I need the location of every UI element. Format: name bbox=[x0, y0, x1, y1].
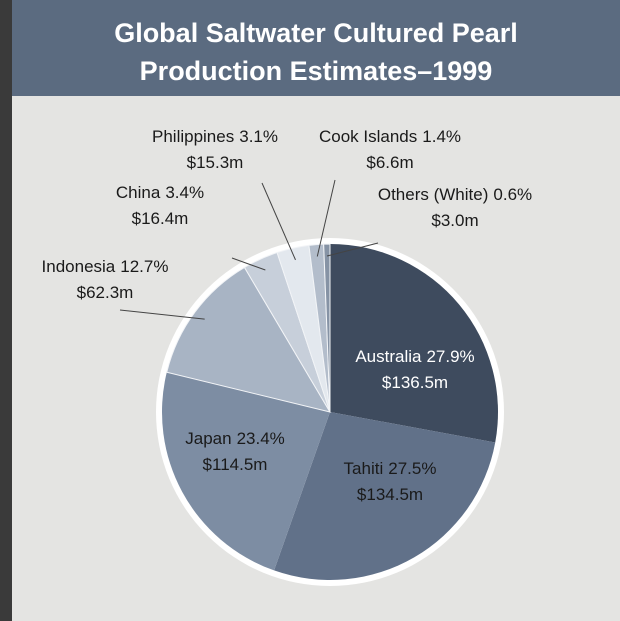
category-label: Australia bbox=[355, 347, 422, 366]
page-edge bbox=[0, 0, 12, 621]
revenue-label: $136.5m bbox=[382, 373, 448, 392]
slice-label: Indonesia 12.7% bbox=[42, 257, 169, 276]
percent-label: 23.4% bbox=[237, 429, 285, 448]
slice-label: Philippines 3.1% bbox=[152, 127, 278, 146]
header-band bbox=[12, 0, 620, 96]
pie-slice bbox=[161, 372, 330, 571]
leader-line bbox=[316, 179, 336, 257]
chart-title: Global Saltwater Cultured Pearl bbox=[114, 18, 518, 48]
category-label: Tahiti bbox=[344, 459, 384, 478]
revenue-label: $15.3m bbox=[187, 153, 244, 172]
leader-line bbox=[326, 242, 379, 257]
category-label: Philippines bbox=[152, 127, 234, 146]
revenue-label: $114.5m bbox=[203, 455, 268, 474]
slice-label: China 3.4% bbox=[116, 183, 204, 202]
percent-label: 0.6% bbox=[493, 185, 532, 204]
slice-label: Cook Islands 1.4% bbox=[319, 127, 461, 146]
revenue-label: $62.3m bbox=[77, 283, 134, 302]
category-label: China bbox=[116, 183, 161, 202]
slice-label: Others (White) 0.6% bbox=[378, 185, 532, 204]
revenue-label: $3.0m bbox=[431, 211, 478, 230]
percent-label: 27.5% bbox=[388, 459, 436, 478]
percent-label: 12.7% bbox=[120, 257, 168, 276]
leader-line bbox=[231, 257, 266, 271]
percent-label: 1.4% bbox=[422, 127, 461, 146]
leader-line bbox=[119, 309, 205, 320]
pie-slice bbox=[323, 243, 331, 413]
slice-label: Australia 27.9% bbox=[355, 347, 474, 366]
percent-label: 3.4% bbox=[165, 183, 204, 202]
pie-slice bbox=[330, 244, 498, 443]
revenue-label: $134.5m bbox=[357, 485, 423, 504]
category-label: Cook Islands bbox=[319, 127, 417, 146]
category-label: Indonesia bbox=[42, 257, 116, 276]
category-label: Japan bbox=[185, 429, 231, 448]
percent-label: 27.9% bbox=[426, 347, 474, 366]
slice-label: Japan 23.4% bbox=[185, 429, 285, 448]
revenue-label: $6.6m bbox=[366, 153, 413, 172]
slice-label: Tahiti 27.5% bbox=[344, 459, 437, 478]
pie-slice bbox=[274, 412, 496, 581]
leader-line bbox=[261, 182, 296, 261]
percent-label: 3.1% bbox=[239, 127, 278, 146]
chart-title: Production Estimates–1999 bbox=[140, 56, 493, 86]
pie-slice bbox=[166, 266, 332, 413]
revenue-label: $16.4m bbox=[132, 209, 189, 228]
category-label: Others (White) bbox=[378, 185, 489, 204]
